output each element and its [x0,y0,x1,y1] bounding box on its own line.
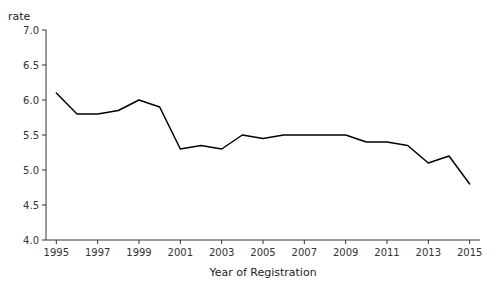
x-tick [139,240,140,244]
y-tick-label: 5.0 [23,165,39,176]
y-tick [42,205,46,206]
x-tick [97,240,98,244]
x-tick [387,240,388,244]
y-tick-label: 5.5 [23,130,39,141]
x-tick [469,240,470,244]
y-tick [42,100,46,101]
y-tick-label: 6.0 [23,95,39,106]
x-tick-label: 2007 [292,247,317,258]
x-tick-label: 2003 [209,247,234,258]
x-tick-label: 2011 [374,247,399,258]
x-tick-label: 1995 [44,247,69,258]
y-tick-label: 4.0 [23,235,39,246]
x-tick-label: 2001 [168,247,193,258]
y-tick [42,170,46,171]
x-tick [56,240,57,244]
y-axis-label: rate [8,10,31,23]
x-tick-label: 2005 [250,247,275,258]
chart-svg: 1995 1997 1999 2001 2003 2005 2007 2009 2011 2013… [0,0,496,284]
x-tick-label: 2013 [416,247,441,258]
y-tick [42,65,46,66]
x-tick-label: 2009 [333,247,358,258]
page: {"chart_data": {"type": "line", "x": [19… [0,0,496,284]
y-tick [42,30,46,31]
x-tick-label: 1997 [85,247,110,258]
x-tick-label: 1999 [126,247,151,258]
x-tick [263,240,264,244]
y-tick-label: 6.5 [23,60,39,71]
x-axis-label: Year of Registration [208,266,316,279]
x-tick-label: 2015 [457,247,482,258]
chart-container: 1995 1997 1999 2001 2003 2005 2007 2009 2011 2013… [0,0,496,284]
y-tick [42,240,46,241]
x-tick [345,240,346,244]
data-group [56,93,469,184]
x-tick [180,240,181,244]
x-tick [428,240,429,244]
axes: 1995 1997 1999 2001 2003 2005 2007 2009 2011 2013… [23,25,482,259]
x-tick [304,240,305,244]
y-tick-label: 4.5 [23,200,39,211]
y-tick [42,135,46,136]
y-tick-label: 7.0 [23,25,39,36]
data-line [56,93,469,184]
x-tick [221,240,222,244]
